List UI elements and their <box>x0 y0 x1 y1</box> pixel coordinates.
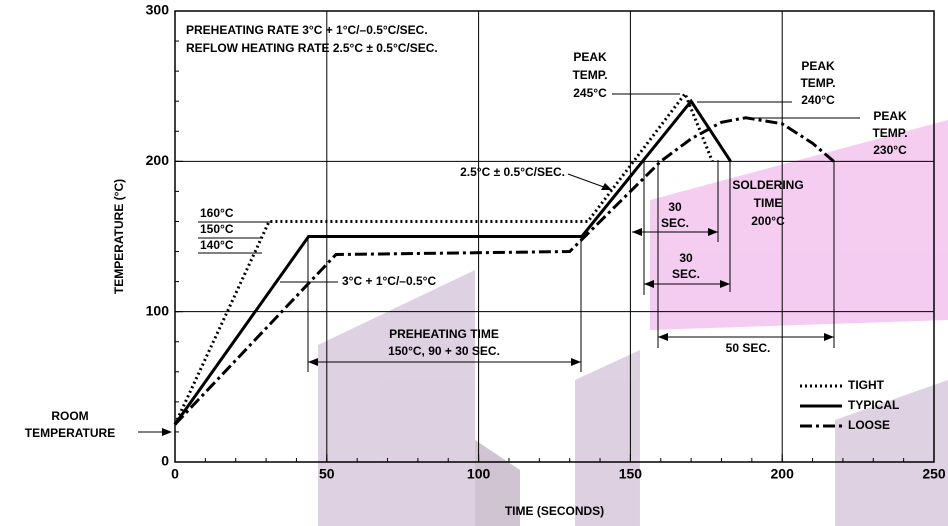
annotation: PEAK <box>801 59 835 73</box>
y-tick-label: 200 <box>146 152 170 168</box>
annotation: SEC. <box>661 216 689 230</box>
y-axis-label: TEMPERATURE (°C) <box>112 179 126 294</box>
annotation: PEAK <box>573 50 607 64</box>
annotation: 245°C <box>573 86 607 100</box>
plot-frame <box>174 10 935 463</box>
annotation: 150°C <box>200 222 234 236</box>
x-tick-label: 50 <box>319 466 335 482</box>
x-tick-label: 250 <box>922 466 946 482</box>
annotation: 3°C + 1°C/–0.5°C <box>342 274 436 288</box>
x-tick-label: 200 <box>771 466 795 482</box>
y-tick-label: 100 <box>146 302 170 318</box>
annotation: 240°C <box>801 93 835 107</box>
annotation: ROOM <box>51 409 88 423</box>
annotation: 50 SEC. <box>726 341 771 355</box>
annotation: TEMPERATURE <box>25 426 115 440</box>
annotation: TEMP. <box>800 76 835 90</box>
annotation: PREHEATING RATE 3°C + 1°C/–0.5°C/SEC. <box>186 23 428 37</box>
annotation: REFLOW HEATING RATE 2.5°C ± 0.5°C/SEC. <box>186 41 438 55</box>
annotation: TEMP. <box>572 68 607 82</box>
y-tick-label: 0 <box>161 453 169 469</box>
annotation: 30 <box>679 251 693 265</box>
annotation: TEMP. <box>872 126 907 140</box>
annotation: PREHEATING TIME <box>389 327 499 341</box>
series-line <box>173 98 732 426</box>
legend-label: TIGHT <box>848 378 885 392</box>
x-axis-label: TIME (SECONDS) <box>505 504 604 518</box>
annotation: 160°C <box>200 206 234 220</box>
annotation: SEC. <box>672 267 700 281</box>
legend-label: LOOSE <box>848 418 890 432</box>
annotation: 30 <box>668 200 682 214</box>
series-line <box>173 116 835 426</box>
annotation: 2.5°C ± 0.5°C/SEC. <box>460 165 565 179</box>
y-tick-label: 300 <box>146 2 170 18</box>
x-tick-label: 100 <box>467 466 491 482</box>
x-tick-label: 150 <box>619 466 643 482</box>
annotation: SOLDERING <box>732 178 803 192</box>
annotation: 140°C <box>200 238 234 252</box>
annotation: TIME <box>754 196 783 210</box>
annotation: 230°C <box>873 143 907 157</box>
legend-label: TYPICAL <box>848 398 899 412</box>
dimension-lines <box>138 93 860 433</box>
annotation: PEAK <box>873 109 907 123</box>
x-tick-label: 0 <box>171 466 179 482</box>
annotation: 150°C, 90 + 30 SEC. <box>388 344 500 358</box>
annotation: 200°C <box>751 214 785 228</box>
arrowheads <box>162 183 834 436</box>
